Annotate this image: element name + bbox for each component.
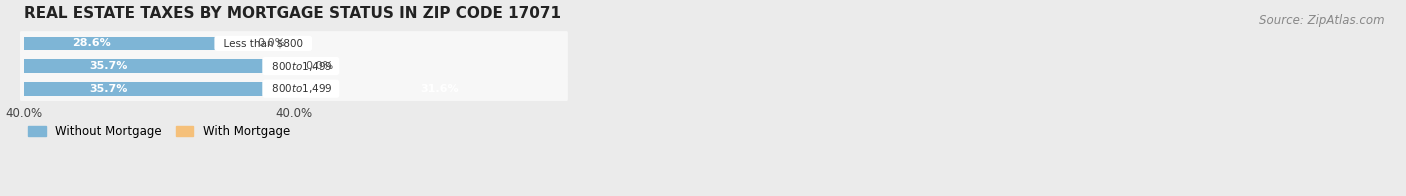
Bar bbox=[24, 37, 217, 50]
Text: 0.0%: 0.0% bbox=[257, 38, 285, 48]
Bar bbox=[24, 59, 264, 73]
Text: 28.6%: 28.6% bbox=[72, 38, 111, 48]
Text: Source: ZipAtlas.com: Source: ZipAtlas.com bbox=[1260, 14, 1385, 27]
Bar bbox=[264, 59, 298, 73]
Text: 35.7%: 35.7% bbox=[89, 84, 128, 94]
Text: 0.0%: 0.0% bbox=[305, 61, 333, 71]
Text: Less than $800: Less than $800 bbox=[217, 38, 309, 48]
Bar bbox=[24, 82, 264, 95]
FancyBboxPatch shape bbox=[20, 54, 568, 78]
Text: $800 to $1,499: $800 to $1,499 bbox=[264, 60, 336, 73]
Text: $800 to $1,499: $800 to $1,499 bbox=[264, 82, 336, 95]
Bar bbox=[217, 37, 250, 50]
Text: 35.7%: 35.7% bbox=[89, 61, 128, 71]
Text: 31.6%: 31.6% bbox=[420, 84, 458, 94]
Legend: Without Mortgage, With Mortgage: Without Mortgage, With Mortgage bbox=[22, 120, 295, 143]
FancyBboxPatch shape bbox=[20, 31, 568, 56]
Bar bbox=[264, 82, 478, 95]
FancyBboxPatch shape bbox=[20, 76, 568, 101]
Text: REAL ESTATE TAXES BY MORTGAGE STATUS IN ZIP CODE 17071: REAL ESTATE TAXES BY MORTGAGE STATUS IN … bbox=[24, 5, 561, 21]
